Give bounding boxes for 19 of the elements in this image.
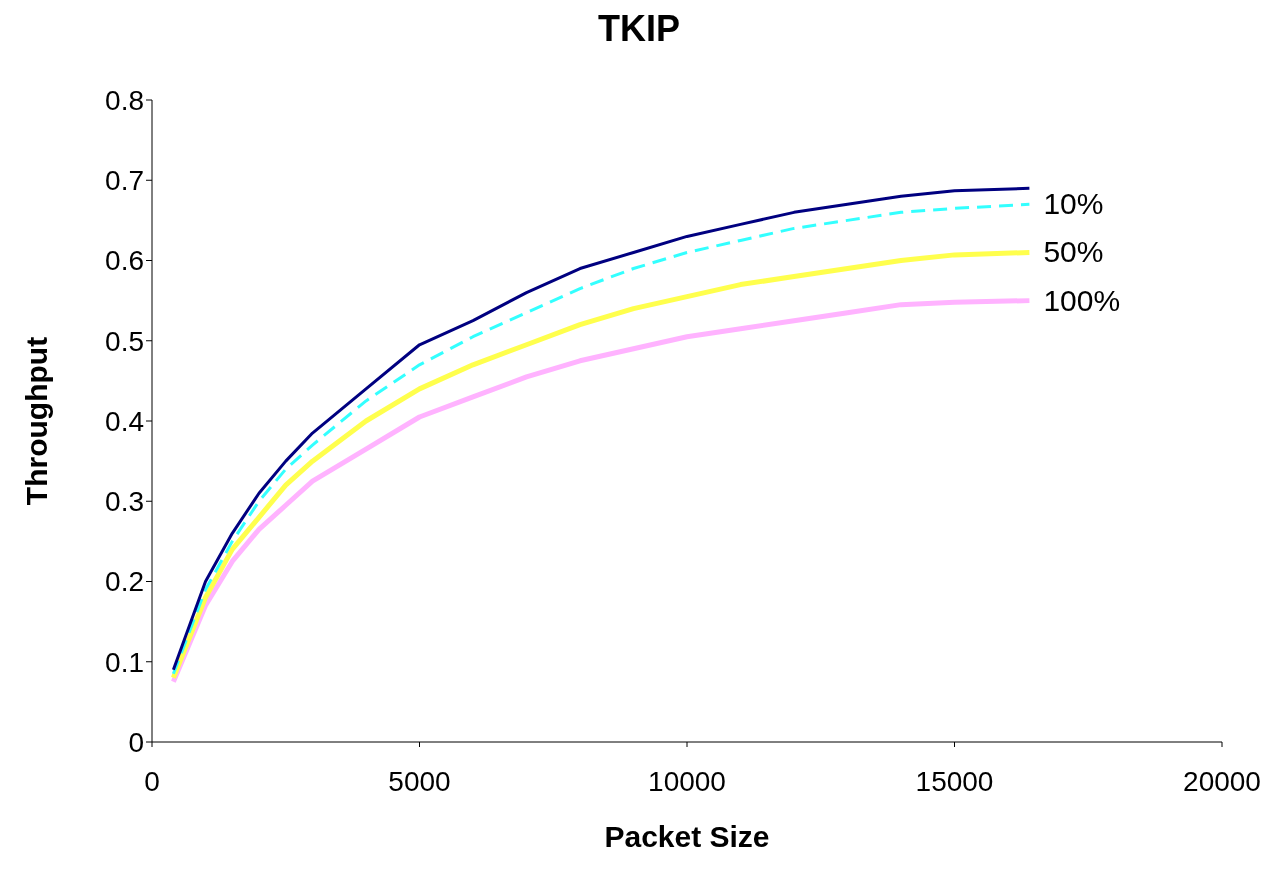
y-tick-label: 0.5 <box>105 325 144 357</box>
y-axis-title: Throughput <box>19 336 53 506</box>
series-label: 50% <box>1043 235 1104 269</box>
x-tick-label: 15000 <box>915 765 994 797</box>
y-tick-label: 0.1 <box>105 646 144 678</box>
y-tick-label: 0.2 <box>105 566 144 598</box>
y-tick-label: 0.7 <box>105 165 144 197</box>
series-label: 10% <box>1043 187 1104 221</box>
x-axis-title: Packet Size <box>604 820 770 853</box>
chart-title: TKIP <box>597 8 681 51</box>
series-label: 100% <box>1043 283 1121 317</box>
x-tick-label: 5000 <box>388 765 451 797</box>
y-tick-label: 0.3 <box>105 486 144 518</box>
y-tick-label: 0.4 <box>105 405 144 437</box>
y-tick-label: 0 <box>128 726 144 758</box>
x-tick-label: 10000 <box>648 765 726 797</box>
y-tick-label: 0.6 <box>105 245 144 277</box>
y-tick-label: 0.8 <box>105 84 144 116</box>
x-tick-label: 20000 <box>1183 765 1261 797</box>
